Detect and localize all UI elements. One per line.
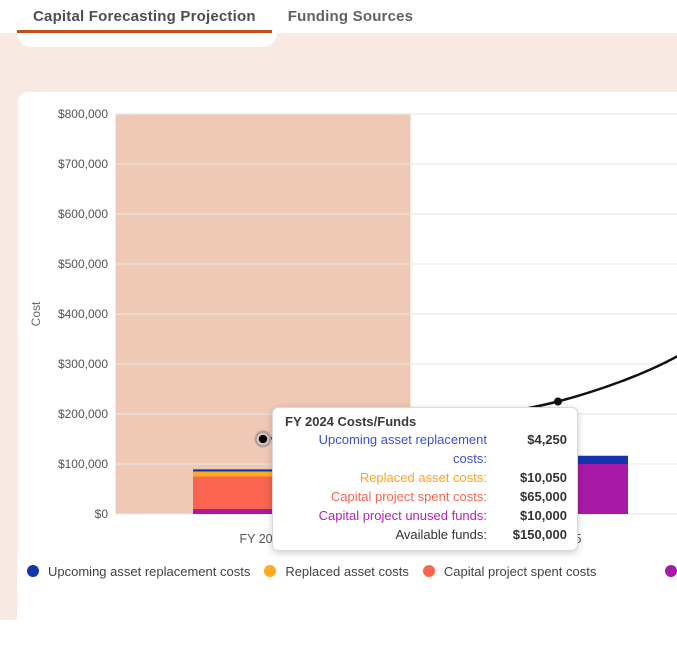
tooltip-row-label: Capital project spent costs: [330, 489, 487, 504]
tab-funding-sources[interactable]: Funding Sources [272, 0, 430, 33]
tab-label: Capital Forecasting Projection [33, 8, 256, 25]
y-axis-title: Cost [29, 301, 43, 326]
chart-tooltip: FY 2024 Costs/Funds Upcoming asset repla… [272, 407, 578, 551]
tooltip-row-value: $4,250 [527, 432, 567, 447]
y-axis-tick-label: $100,000 [58, 457, 108, 471]
y-axis-tick-label: $300,000 [58, 357, 108, 371]
y-axis-tick-label: $400,000 [58, 307, 108, 321]
y-axis-tick-label: $0 [95, 507, 109, 521]
tooltip-row-label: Replaced asset costs: [359, 470, 487, 485]
collapsed-panel-bottom [17, 33, 277, 47]
bar-segment-fy-2024-upcoming-asset-replacement-costs[interactable] [193, 469, 333, 472]
line-point-fy-2024[interactable] [258, 434, 268, 444]
tab-bar: Capital Forecasting Projection Funding S… [0, 0, 677, 33]
tooltip-title: FY 2024 Costs/Funds [285, 414, 417, 429]
legend-item-replaced-asset-costs[interactable]: Replaced asset costs [264, 564, 409, 579]
legend-label: Upcoming asset replacement costs [48, 563, 251, 579]
legend-dot-icon [27, 565, 39, 577]
tooltip-row-label: Upcoming asset replacement costs: [318, 432, 487, 466]
tooltip-row-label: Capital project unused funds: [318, 508, 487, 523]
tooltip-row-upcoming-asset-replacement-costs: Upcoming asset replacement costs: $4,250 [285, 430, 567, 468]
legend-label: Replaced asset costs [285, 563, 409, 579]
tooltip-row-value: $150,000 [512, 527, 567, 542]
chart-legend: Upcoming asset replacement costs Replaced… [27, 559, 677, 583]
tab-capital-forecasting-projection[interactable]: Capital Forecasting Projection [17, 0, 272, 33]
tooltip-row-capital-project-unused-funds: Capital project unused funds: $10,000 [285, 506, 567, 525]
tooltip-row-available-funds: Available funds: $150,000 [285, 525, 567, 544]
bar-segment-fy-2024-replaced-asset-costs[interactable] [193, 471, 333, 477]
y-axis-tick-label: $600,000 [58, 207, 108, 221]
tooltip-row-replaced-asset-costs: Replaced asset costs: $10,050 [285, 468, 567, 487]
legend-label: Capital project spent costs [443, 563, 597, 579]
y-axis-tick-label: $500,000 [58, 257, 108, 271]
bar-segment-fy-2024-capital-project-unused-funds[interactable] [193, 509, 333, 514]
y-axis-tick-label: $700,000 [58, 157, 108, 171]
tooltip-row-value: $10,050 [520, 470, 567, 485]
y-axis-tick-label: $800,000 [58, 107, 108, 121]
tooltip-row-value: $10,000 [520, 508, 567, 523]
legend-dot-icon [665, 565, 677, 577]
legend-item-upcoming-asset-replacement-costs[interactable]: Upcoming asset replacement costs [27, 564, 250, 579]
tab-label: Funding Sources [287, 8, 414, 25]
legend-dot-icon [422, 565, 435, 577]
legend-dot-icon [264, 565, 277, 577]
line-point-fy-2025[interactable] [554, 397, 562, 406]
tooltip-row-capital-project-spent-costs: Capital project spent costs: $65,000 [285, 487, 567, 506]
y-axis-tick-label: $200,000 [58, 407, 108, 421]
tooltip-row-value: $65,000 [520, 489, 567, 504]
legend-item-partial[interactable] [665, 565, 677, 577]
tooltip-row-label: Available funds: [395, 527, 487, 542]
legend-item-capital-project-spent-costs[interactable]: Capital project spent costs [422, 563, 597, 579]
